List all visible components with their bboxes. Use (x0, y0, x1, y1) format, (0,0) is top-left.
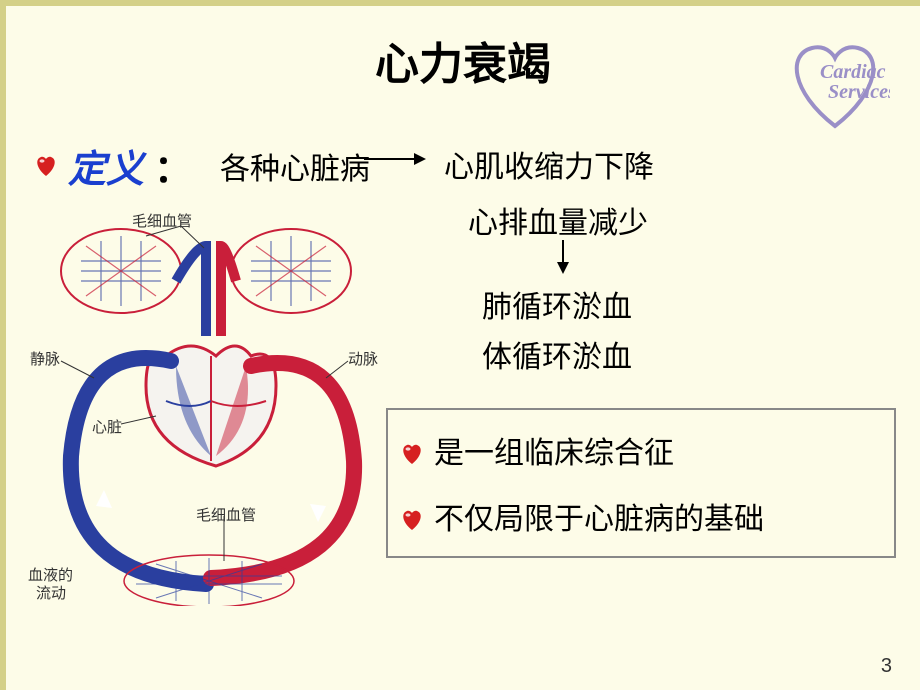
summary-line-2: 不仅局限于心脏病的基础 (400, 494, 882, 538)
page-number: 3 (881, 655, 892, 678)
summary-box: 是一组临床综合征 不仅局限于心脏病的基础 (386, 408, 896, 558)
logo-text-2: Services (828, 81, 890, 103)
heart-bullet-icon (34, 155, 58, 177)
label-capillary-top: 毛细血管 (132, 210, 192, 231)
definition-cause: 各种心脏病 (220, 144, 370, 188)
slide: 心力衰竭 Cardiac Services 定义 ： 各种心脏病 心肌收缩力下降… (0, 0, 920, 690)
effect-output: 心排血量减少 (468, 198, 648, 242)
arrow-right-icon (364, 158, 424, 160)
lung-left-icon (61, 229, 181, 313)
definition-colon: ： (154, 138, 192, 193)
circulation-diagram: 毛细血管 动脉 静脉 心脏 毛细血管 血液的 流动 (26, 206, 386, 606)
label-blood-flow-2: 流动 (36, 582, 66, 603)
summary-line-1: 是一组临床综合征 (400, 428, 882, 472)
result-systemic: 体循环淤血 (482, 332, 632, 376)
summary-text-1: 是一组临床综合征 (434, 428, 674, 472)
effect-contractility: 心肌收缩力下降 (444, 142, 654, 186)
heart-bullet-icon (400, 439, 424, 461)
definition-line: 定义 ： 各种心脏病 (34, 138, 370, 193)
heart-bullet-icon (400, 505, 424, 527)
definition-label: 定义 (68, 138, 144, 193)
cardiac-services-logo: Cardiac Services (780, 36, 890, 136)
label-vein: 静脉 (30, 348, 60, 369)
summary-text-2: 不仅局限于心脏病的基础 (434, 494, 764, 538)
result-pulmonary: 肺循环淤血 (482, 282, 632, 326)
arrow-down-icon (562, 240, 564, 272)
label-capillary-bottom: 毛细血管 (196, 504, 256, 525)
label-artery: 动脉 (348, 348, 378, 369)
label-heart: 心脏 (92, 416, 122, 437)
lung-right-icon (231, 229, 351, 313)
logo-text-1: Cardiac (820, 61, 886, 83)
